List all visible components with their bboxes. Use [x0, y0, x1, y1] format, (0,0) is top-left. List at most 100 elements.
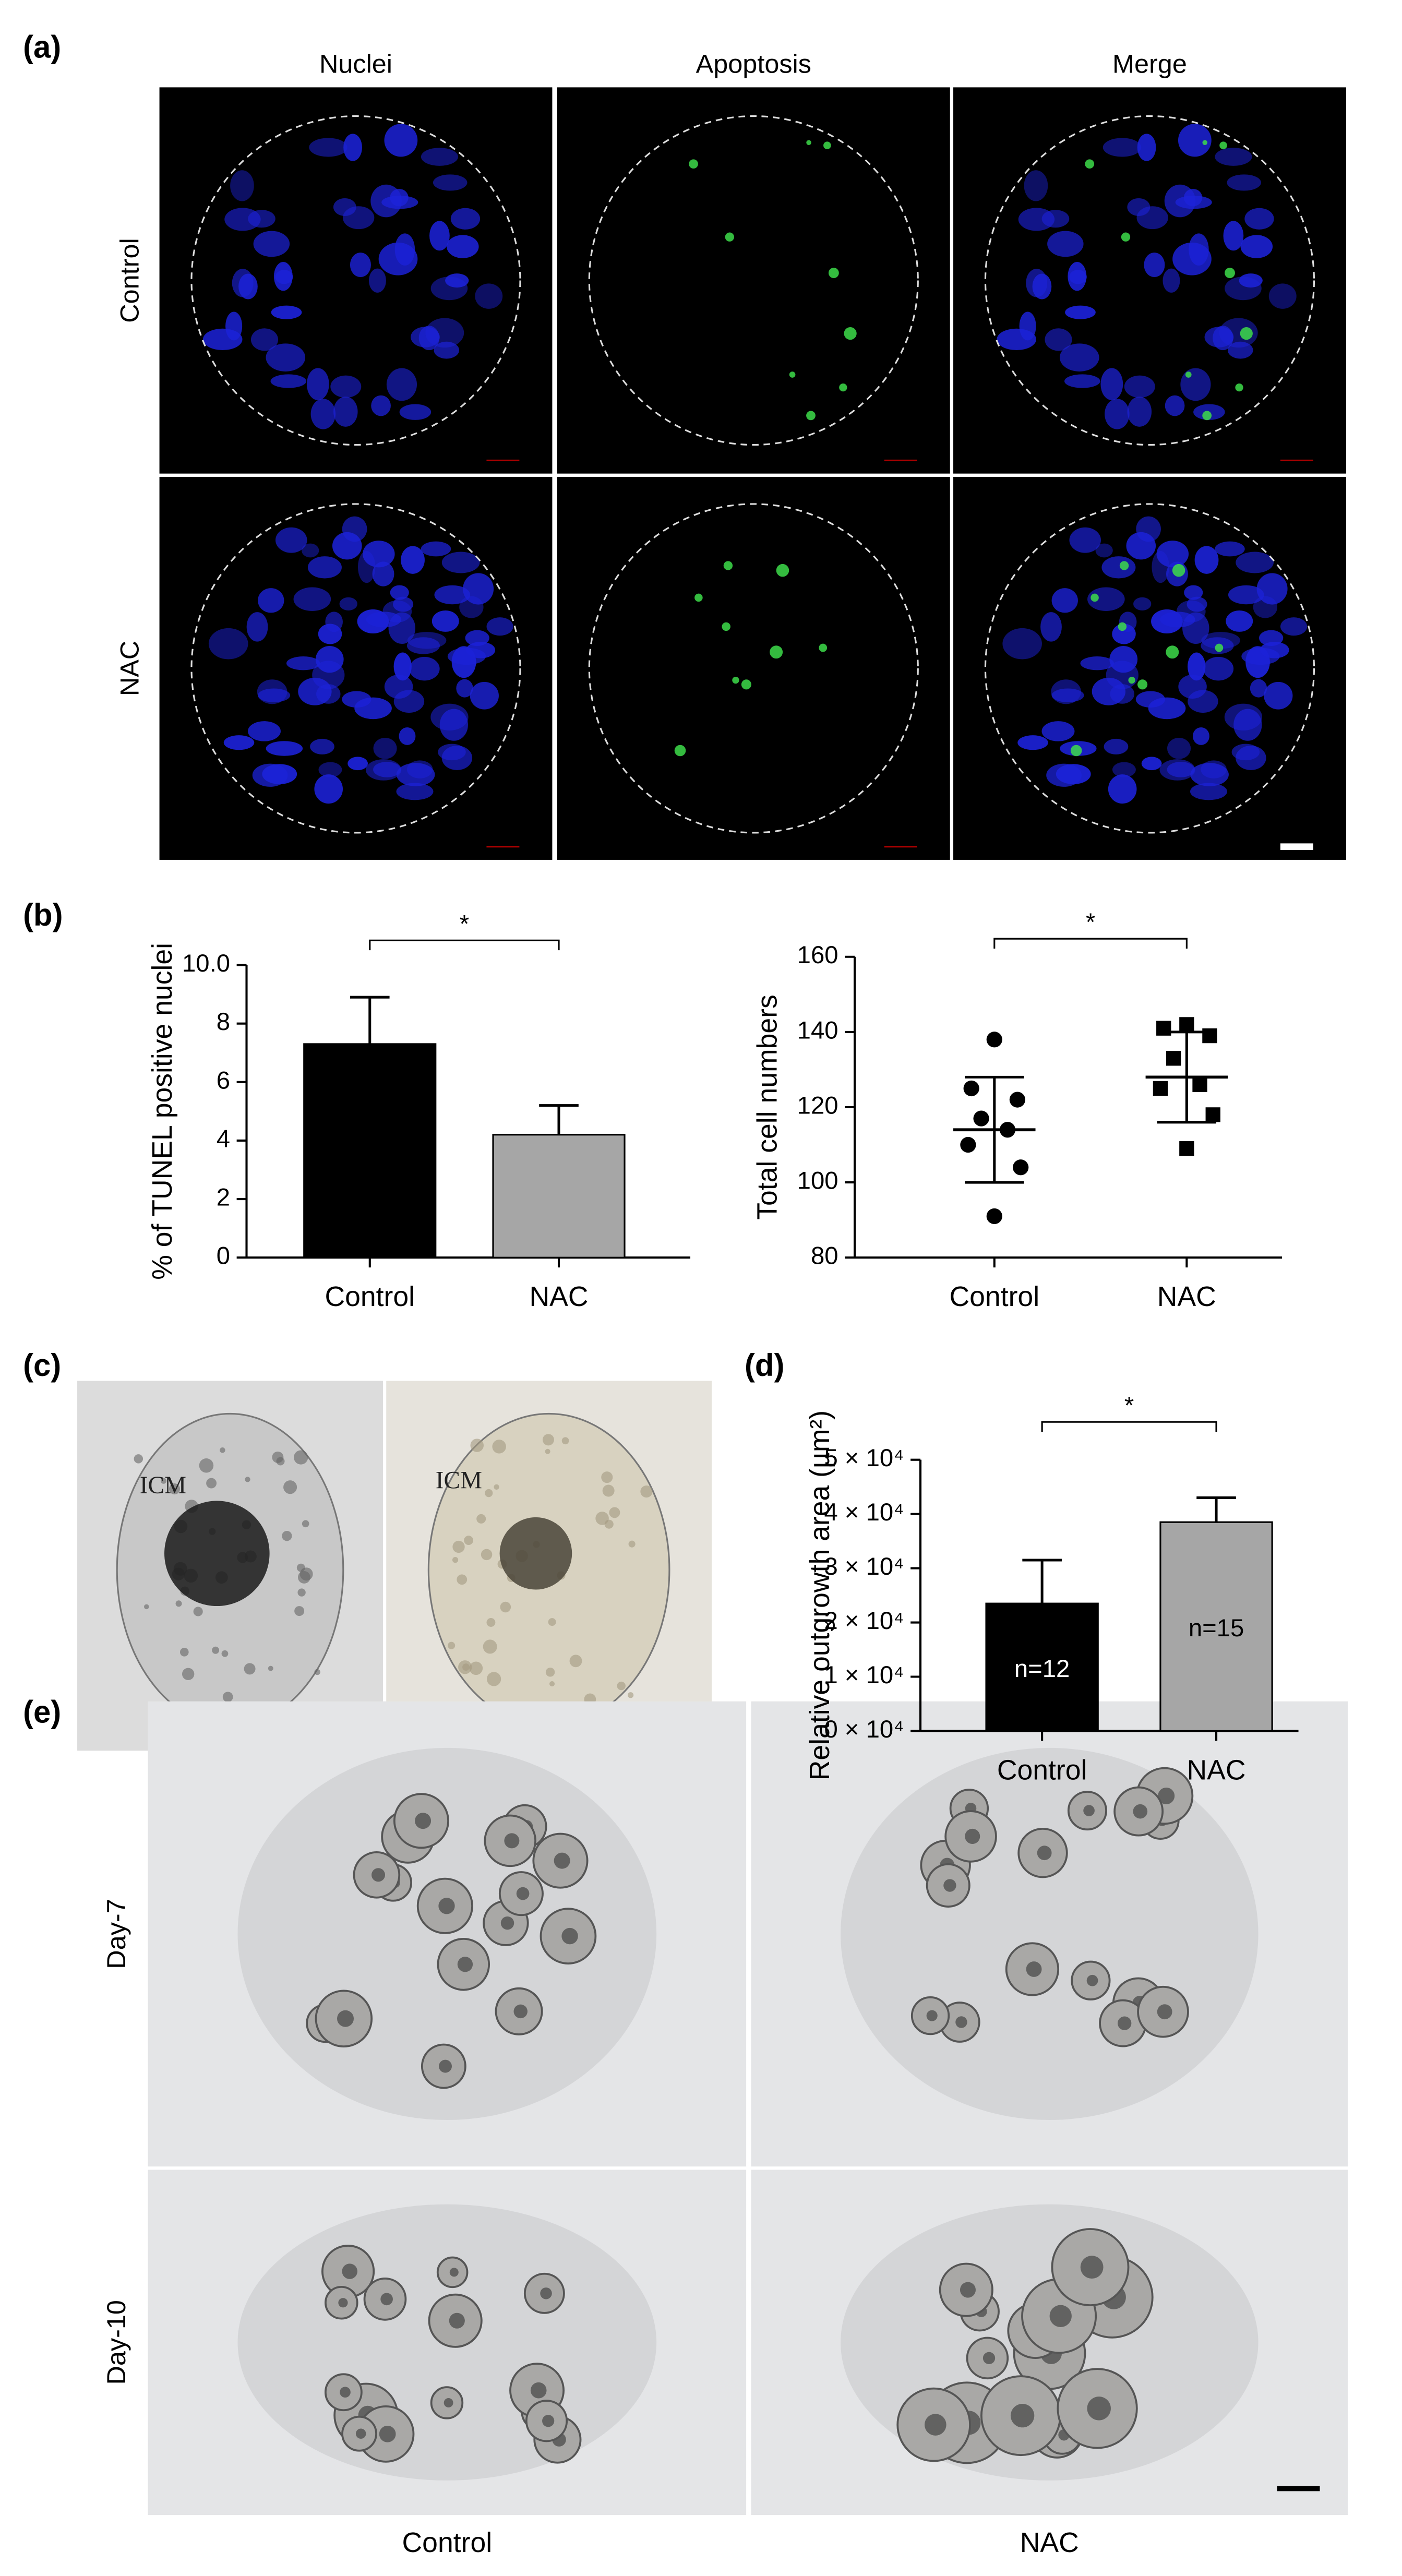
significance-bracket [1041, 1421, 1217, 1432]
cell [221, 1650, 229, 1657]
cell [628, 1540, 636, 1548]
nucleus [1024, 170, 1048, 201]
row-label: Day-10 [101, 2300, 131, 2385]
embryo-core [542, 2415, 555, 2427]
nucleus [1127, 198, 1151, 216]
nucleus [1227, 174, 1261, 191]
cell [297, 1571, 310, 1584]
embryo-core [1087, 2397, 1111, 2421]
apoptotic-signal [1219, 141, 1227, 150]
nucleus [421, 148, 459, 166]
nucleus [393, 596, 414, 612]
cell [462, 1663, 470, 1671]
nucleus [1178, 124, 1212, 157]
nucleus [1019, 311, 1036, 341]
y-tick-label: 6 [217, 1067, 230, 1094]
nucleus [1182, 612, 1209, 644]
apoptotic-signal [1121, 232, 1131, 242]
y-tick-label: 0 [217, 1242, 230, 1270]
nucleus [1047, 231, 1084, 257]
embryo-core [530, 2382, 547, 2399]
nucleus [1244, 208, 1274, 230]
nucleus [1227, 341, 1253, 359]
nucleus [371, 395, 391, 416]
nucleus [1226, 610, 1253, 632]
point [963, 1080, 979, 1097]
cell [245, 1477, 250, 1482]
y-tick-label: 10.0 [182, 950, 230, 977]
bar-annotation: n=15 [1189, 1614, 1244, 1642]
nucleus [1253, 596, 1278, 618]
cell [542, 1434, 554, 1446]
shadow [841, 1747, 1259, 2120]
embryo-core [1117, 2016, 1132, 2030]
y-tick-label: 160 [797, 941, 838, 969]
y-axis-label: Relative outgrowth area (µm²) [805, 1410, 835, 1780]
cell [206, 1478, 217, 1489]
nucleus [258, 588, 284, 613]
point [1205, 1107, 1220, 1122]
nucleus [230, 170, 254, 201]
nucleus [232, 269, 254, 297]
point [1156, 1021, 1171, 1036]
nucleus [1137, 134, 1156, 161]
cell [134, 1454, 143, 1464]
nucleus [1101, 556, 1136, 579]
cell [448, 1642, 456, 1649]
nucleus [1108, 774, 1137, 804]
nucleus [1156, 541, 1189, 568]
apoptotic-signal [1085, 159, 1095, 169]
cell [282, 1531, 292, 1541]
apoptotic-signal [789, 372, 796, 378]
embryo-core [439, 2059, 452, 2073]
nucleus [1065, 305, 1096, 319]
outline [984, 503, 1315, 834]
column-header: Merge [1112, 49, 1187, 79]
bar [303, 1043, 437, 1259]
y-tick-label: 8 [217, 1008, 230, 1036]
nucleus [1041, 721, 1075, 741]
nucleus [1135, 691, 1165, 708]
nucleus [1103, 138, 1142, 157]
nucleus [302, 543, 319, 558]
nucleus [372, 561, 394, 586]
nucleus [225, 311, 243, 341]
nucleus [271, 305, 302, 319]
nucleus [1002, 628, 1042, 660]
apoptotic-signal [828, 268, 839, 279]
nucleus [1064, 374, 1100, 388]
cell [294, 1606, 305, 1616]
embryo-core [457, 1957, 473, 1972]
significance: * [1124, 1392, 1134, 1419]
micrograph [557, 476, 950, 860]
embryo-core [438, 1898, 455, 1914]
bar [492, 1134, 626, 1259]
cell [182, 1668, 195, 1681]
nucleus [370, 184, 402, 218]
nucleus [418, 326, 439, 351]
bar-annotation: n=12 [1014, 1655, 1070, 1683]
apoptotic-signal [1185, 372, 1192, 378]
nucleus [1190, 783, 1227, 800]
embryo-core [1133, 1804, 1148, 1819]
nucleus [1188, 652, 1206, 681]
cell [452, 1540, 465, 1553]
cell [144, 1604, 149, 1610]
apoptotic-signal [844, 327, 857, 340]
nucleus [429, 221, 450, 251]
nucleus [1100, 368, 1123, 400]
nucleus [257, 679, 287, 704]
point [1192, 1077, 1207, 1092]
embryo-core [444, 2398, 453, 2407]
nucleus [333, 198, 356, 216]
y-tick-label: 100 [797, 1167, 838, 1195]
nucleus [373, 762, 401, 777]
nucleus [309, 138, 347, 157]
nucleus [388, 612, 416, 644]
nucleus [1233, 709, 1262, 741]
icm-label: ICM [140, 1472, 186, 1499]
nucleus [1017, 735, 1048, 750]
nucleus [439, 709, 469, 741]
point [1179, 1017, 1194, 1032]
